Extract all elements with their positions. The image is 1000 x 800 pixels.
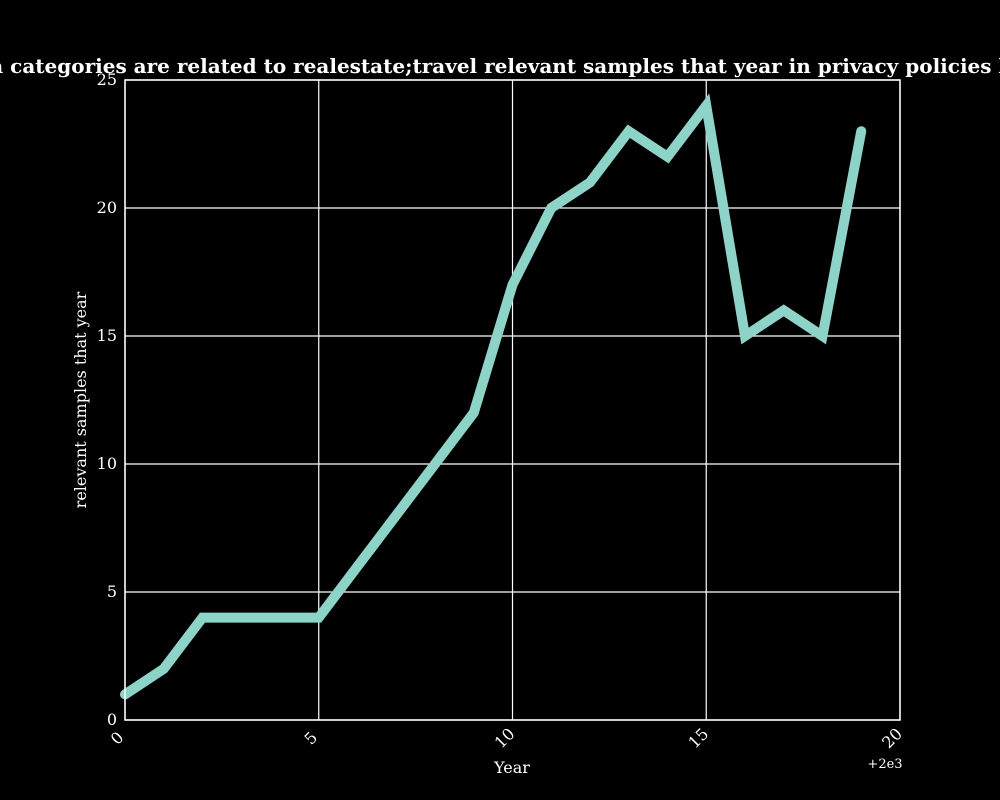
y-tick-label: 5 bbox=[107, 582, 117, 601]
x-axis-offset-label: +2e3 bbox=[867, 757, 902, 772]
x-axis-label: Year bbox=[493, 758, 530, 777]
series-layer bbox=[120, 93, 867, 700]
chart-title: when categories are related to realestat… bbox=[0, 54, 1000, 78]
y-tick-label: 0 bbox=[107, 710, 117, 729]
y-tick-label: 10 bbox=[97, 454, 117, 473]
series-line-0 bbox=[120, 93, 867, 700]
y-tick-label: 15 bbox=[97, 326, 117, 345]
y-tick-label: 20 bbox=[97, 198, 117, 217]
y-tick-labels: 0 5 10 15 20 25 bbox=[97, 70, 117, 729]
y-tick-label: 25 bbox=[97, 70, 117, 89]
plot-frame bbox=[124, 79, 901, 721]
y-axis-label: relevant samples that year bbox=[71, 291, 90, 508]
